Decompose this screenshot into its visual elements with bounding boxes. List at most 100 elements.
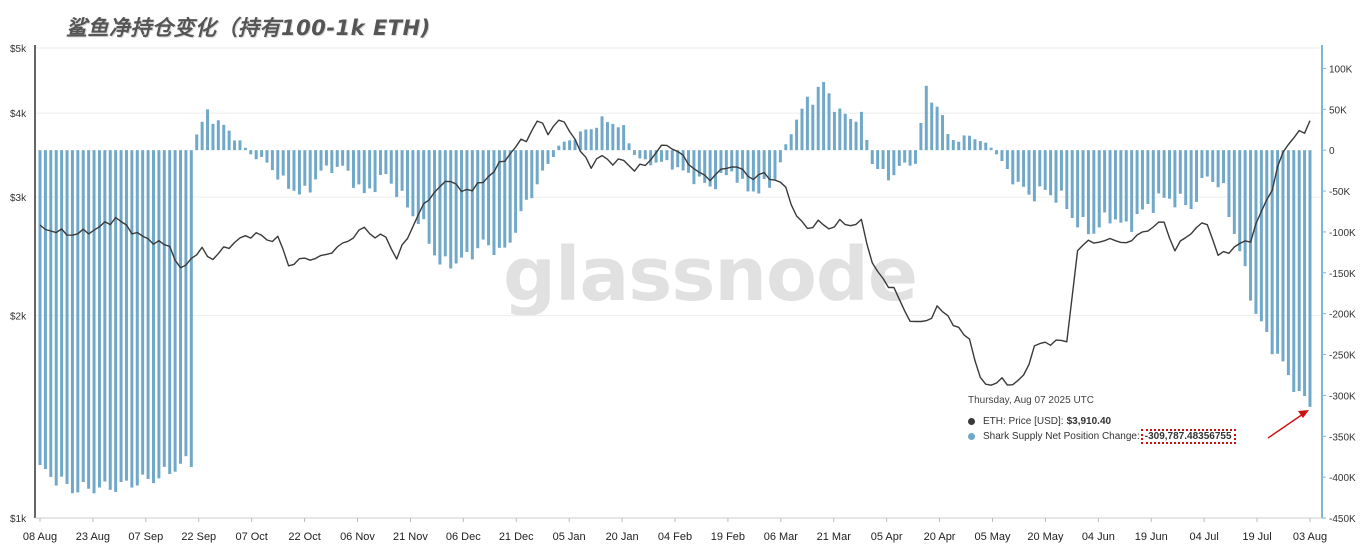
net-change-bar [292, 150, 296, 191]
net-change-bar [822, 81, 826, 151]
net-change-bar [638, 150, 642, 159]
net-change-bar [1232, 150, 1236, 234]
net-change-bar [1081, 150, 1085, 218]
net-change-bar [1292, 150, 1296, 392]
net-change-bar [1162, 150, 1166, 198]
net-position-bars [38, 81, 1312, 494]
tooltip-price-value: $3,910.40 [1066, 416, 1112, 427]
price-legend-dot [968, 418, 975, 425]
net-change-bar [1124, 150, 1128, 222]
net-change-bar [838, 108, 842, 151]
net-change-bar [1303, 150, 1307, 397]
x-tick-label: 21 Mar [817, 531, 852, 543]
net-change-bar [54, 150, 58, 486]
net-change-bar [816, 86, 820, 151]
net-change-bar [1005, 150, 1009, 170]
net-change-bar [1265, 150, 1269, 333]
net-change-bar [146, 150, 150, 479]
net-change-bar [1135, 150, 1139, 215]
x-tick-label: 20 May [1027, 531, 1064, 543]
net-change-bar [373, 150, 377, 193]
left-tick-label: $2k [10, 312, 27, 323]
net-change-bar [487, 150, 491, 246]
net-change-bar [778, 150, 782, 163]
net-change-bar [265, 150, 269, 163]
net-change-bar [1097, 150, 1101, 228]
net-change-bar [406, 150, 409, 208]
net-change-bar [314, 150, 318, 180]
net-change-bar [1168, 150, 1171, 199]
net-change-bar [984, 142, 988, 151]
x-tick-label: 07 Sep [128, 531, 163, 543]
x-tick-label: 05 Jan [553, 531, 586, 543]
net-change-bar [1276, 150, 1280, 354]
net-change-bar [508, 150, 512, 243]
net-change-bar [362, 150, 366, 194]
net-change-bar [287, 150, 291, 189]
x-tick-label: 06 Nov [340, 531, 375, 543]
net-change-bar [243, 147, 247, 151]
net-change-bar [260, 150, 264, 157]
left-tick-label: $1k [10, 514, 27, 525]
net-change-bar [849, 119, 853, 151]
net-change-bar [573, 139, 577, 151]
net-change-bar [697, 150, 701, 177]
tooltip-supply-label: Shark Supply Net Position Change: [983, 431, 1140, 442]
x-tick-label: 05 May [974, 531, 1011, 543]
net-change-bar [1184, 150, 1188, 206]
net-change-bar [1227, 150, 1231, 218]
net-change-bar [103, 150, 107, 482]
net-change-bar [665, 150, 669, 161]
net-change-bar [38, 150, 42, 466]
net-change-bar [719, 150, 723, 173]
chart-title: 鲨鱼净持仓变化（持有100-1k ETH) [66, 16, 431, 40]
tooltip-price-label: ETH: Price [USD]: [983, 416, 1064, 427]
net-change-bar [276, 150, 280, 180]
net-change-bar [157, 150, 161, 479]
right-tick-label: -250K [1329, 351, 1356, 362]
right-tick-label: -200K [1329, 310, 1356, 321]
net-change-bar [789, 134, 793, 151]
annotation-arrow [1267, 410, 1309, 439]
net-change-bar [741, 150, 745, 179]
net-change-bar [81, 150, 85, 483]
glassnode-watermark: glassnode [503, 232, 918, 318]
net-change-bar [1043, 150, 1047, 190]
net-change-bar [946, 134, 950, 151]
net-change-bar [562, 141, 566, 151]
net-change-bar [297, 150, 301, 195]
net-change-bar [1140, 150, 1144, 210]
net-change-bar [730, 150, 734, 172]
tooltip-price-row: ETH: Price [USD]: $3,910.40 [968, 414, 1268, 429]
net-change-bar [216, 120, 220, 151]
tooltip-supply-row: Shark Supply Net Position Change: -309,7… [968, 429, 1268, 444]
net-change-bar [460, 150, 464, 258]
net-change-bar [1243, 150, 1247, 267]
net-change-bar [168, 150, 172, 475]
net-change-bar [687, 150, 690, 173]
net-change-bar [1173, 150, 1177, 208]
net-change-bar [1249, 150, 1253, 301]
net-change-bar [1092, 150, 1096, 234]
net-change-bar [152, 150, 155, 484]
net-change-bar [892, 150, 896, 176]
net-change-bar [589, 129, 593, 151]
right-tick-label: 50K [1329, 105, 1347, 116]
net-change-bar [1195, 150, 1198, 202]
net-change-bar [281, 150, 285, 176]
net-change-bar [1027, 150, 1031, 195]
net-change-bar [465, 150, 469, 252]
net-change-bar [1016, 150, 1020, 182]
net-change-bar [643, 150, 647, 160]
net-change-bar [249, 150, 253, 155]
x-tick-label: 07 Oct [235, 531, 267, 543]
net-change-bar [854, 121, 858, 151]
left-tick-label: $5k [10, 44, 27, 55]
net-change-bar [97, 150, 101, 488]
net-change-bar [324, 150, 328, 166]
net-change-bar [1259, 150, 1263, 322]
x-tick-label: 20 Apr [924, 531, 956, 543]
net-change-bar [433, 150, 436, 256]
net-change-bar [757, 150, 761, 194]
net-change-bar [941, 115, 944, 151]
